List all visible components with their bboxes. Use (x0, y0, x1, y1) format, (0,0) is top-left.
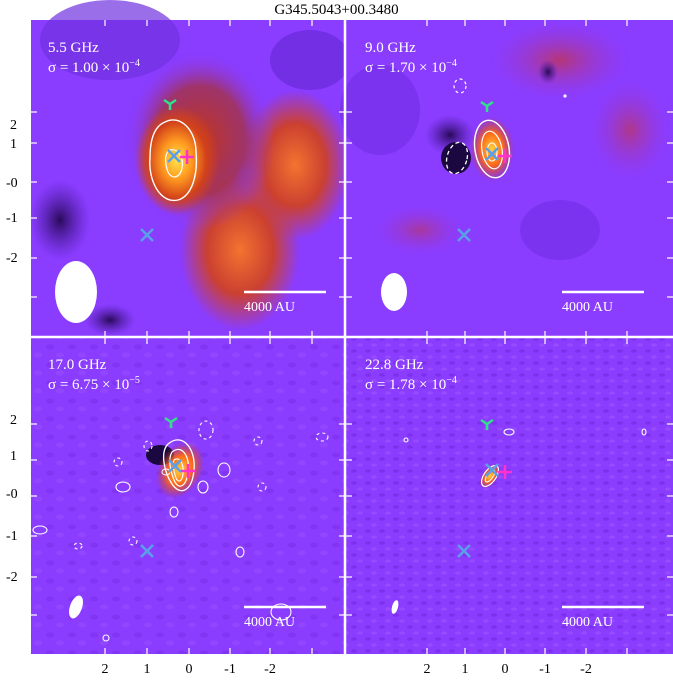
x-tick-label: 2 (102, 662, 109, 677)
y-tick-label: -1 (6, 211, 18, 226)
y-tick-label: 1 (10, 449, 17, 464)
x-tick-label: -1 (224, 662, 236, 677)
x-axis-left: 2 1 0 -1 -2 (102, 662, 276, 677)
x-cross-icon (485, 463, 499, 477)
panel-frequency: 17.0 GHz (48, 357, 107, 373)
panel-frequency: 5.5 GHz (48, 40, 99, 56)
tri-down-icon (480, 418, 494, 430)
y-tick-label: -0 (6, 487, 18, 502)
x-tick-label: 1 (462, 662, 469, 677)
x-tick-label: 0 (502, 662, 509, 677)
y-axis-upper: 2 1 -0 -1 -2 (6, 118, 18, 266)
plus-icon (180, 150, 194, 164)
beam-ellipse (69, 595, 83, 619)
x-axis-right: 2 1 0 -1 -2 (424, 662, 592, 677)
tri-down-icon (163, 98, 177, 110)
panel-5p5ghz: 4000 AU 5.5 GHz σ = 1.00 × 10−4 (30, 0, 350, 336)
panel-17ghz: 4000 AU 17.0 GHz σ = 6.75 × 10−5 (31, 338, 344, 654)
y-axis-lower: 2 1 -0 -1 -2 (6, 413, 18, 585)
tri-down-icon (164, 416, 178, 428)
plus-icon (498, 465, 512, 479)
plus-icon (181, 464, 195, 478)
x-tick-label: -2 (580, 662, 592, 677)
x-cross-icon (168, 459, 182, 473)
panel-frequency: 22.8 GHz (365, 357, 424, 373)
contour-outer (149, 119, 198, 202)
scale-label: 4000 AU (244, 300, 295, 315)
panel-sigma: σ = 1.78 × 10−4 (365, 375, 457, 393)
beam-ellipse (391, 600, 399, 614)
x-cross-icon (140, 544, 154, 558)
y-tick-label: 2 (10, 118, 17, 133)
scale-label: 4000 AU (244, 615, 295, 630)
scale-label: 4000 AU (562, 615, 613, 630)
y-tick-label: 1 (10, 137, 17, 152)
panel-sigma: σ = 1.00 × 10−4 (48, 58, 140, 76)
panel-sigma: σ = 6.75 × 10−5 (48, 375, 140, 393)
x-cross-icon (457, 544, 471, 558)
x-cross-icon (485, 147, 499, 161)
x-tick-label: 1 (144, 662, 151, 677)
x-tick-label: 2 (424, 662, 431, 677)
panel-22p8ghz: 4000 AU 22.8 GHz σ = 1.78 × 10−4 (346, 338, 673, 654)
beam-ellipse (55, 261, 97, 323)
figure-title: G345.5043+00.3480 (274, 2, 399, 18)
panel-sigma: σ = 1.70 × 10−4 (365, 58, 457, 76)
y-tick-label: -1 (6, 529, 18, 544)
x-tick-label: -1 (539, 662, 551, 677)
panel-9ghz: 4000 AU 9.0 GHz σ = 1.70 × 10−4 (340, 20, 673, 336)
x-tick-label: 0 (186, 662, 193, 677)
x-tick-label: -2 (264, 662, 276, 677)
x-cross-icon (167, 149, 181, 163)
tri-down-icon (480, 100, 494, 112)
contour-inner (165, 149, 183, 178)
y-tick-label: -2 (6, 570, 18, 585)
y-tick-label: -0 (6, 176, 18, 191)
beam-ellipse (381, 273, 407, 311)
plus-icon (498, 149, 512, 163)
y-tick-label: 2 (10, 413, 17, 428)
x-cross-icon (457, 228, 471, 242)
x-cross-icon (140, 228, 154, 242)
panel-frequency: 9.0 GHz (365, 40, 416, 56)
y-tick-label: -2 (6, 251, 18, 266)
scale-label: 4000 AU (562, 300, 613, 315)
